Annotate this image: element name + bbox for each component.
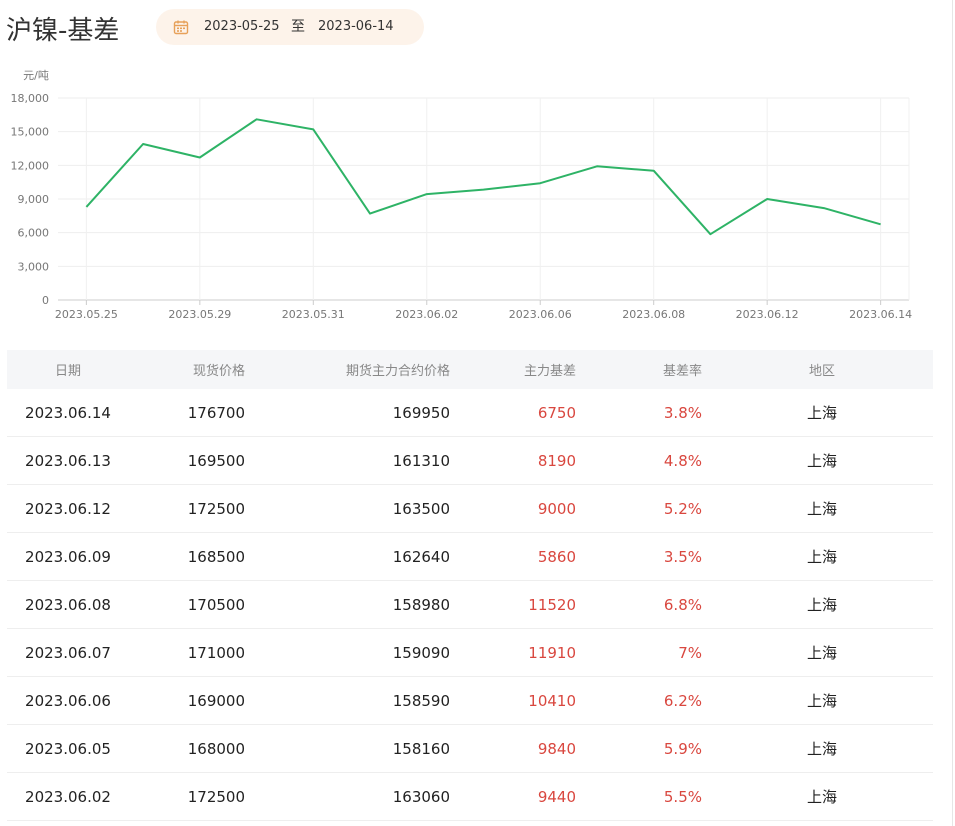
col-basis-rate-header: 基差率 (662, 364, 702, 379)
cell-spot-price: 172500 (187, 499, 245, 518)
cell-basis-rate: 5.5% (663, 787, 702, 806)
date-end[interactable]: 2023-06-14 (318, 19, 394, 34)
x-tick-label: 2023.05.29 (168, 308, 231, 321)
cell-region: 上海 (806, 644, 837, 662)
cell-futures-price: 159090 (392, 643, 450, 662)
cell-futures-price: 163060 (392, 787, 450, 806)
table-row: 2023.06.08 170500 158980 11520 6.8% 上海 (7, 581, 933, 629)
cell-basis: 6750 (537, 403, 576, 422)
cell-region: 上海 (806, 452, 837, 470)
cell-basis: 5860 (537, 547, 576, 566)
cell-basis: 9840 (537, 739, 576, 758)
cell-basis-rate: 7% (678, 643, 702, 662)
cell-basis: 8190 (537, 451, 576, 470)
cell-date: 2023.06.08 (25, 595, 111, 614)
basis-table: 日期 现货价格 期货主力合约价格 主力基差 基差率 地区 2023.06.14 1… (7, 350, 933, 821)
table-row: 2023.06.14 176700 169950 6750 3.8% 上海 (7, 389, 933, 437)
x-tick-label: 2023.06.08 (622, 308, 685, 321)
cell-region: 上海 (806, 500, 837, 518)
cell-spot-price: 176700 (187, 403, 245, 422)
table-row: 2023.06.05 168000 158160 9840 5.9% 上海 (7, 725, 933, 773)
cell-date: 2023.06.06 (25, 691, 111, 710)
cell-region: 上海 (806, 596, 837, 614)
y-tick-label: 3,000 (18, 260, 50, 273)
cell-basis-rate: 4.8% (663, 451, 702, 470)
cell-basis: 10410 (528, 691, 576, 710)
cell-date: 2023.06.07 (25, 643, 111, 662)
cell-region: 上海 (806, 740, 837, 758)
cell-basis-rate: 5.2% (663, 499, 702, 518)
table-row: 2023.06.09 168500 162640 5860 3.5% 上海 (7, 533, 933, 581)
cell-futures-price: 158980 (392, 595, 450, 614)
table-header: 日期 现货价格 期货主力合约价格 主力基差 基差率 地区 (7, 350, 933, 389)
date-separator: 至 (291, 19, 305, 35)
series-line (85, 118, 881, 236)
page-header: 沪镍-基差 2023-05-25 至 2023-06-14 (0, 0, 950, 58)
date-start[interactable]: 2023-05-25 (204, 19, 280, 34)
cell-date: 2023.06.09 (25, 547, 111, 566)
x-tick-label: 2023.06.14 (849, 308, 912, 321)
cell-region: 上海 (806, 548, 837, 566)
col-date-header: 日期 (54, 364, 81, 379)
cell-date: 2023.06.12 (25, 499, 111, 518)
table-row: 2023.06.02 172500 163060 9440 5.5% 上海 (7, 773, 933, 821)
cell-date: 2023.06.05 (25, 739, 111, 758)
page-title: 沪镍-基差 (6, 16, 120, 46)
y-tick-label: 18,000 (11, 92, 50, 105)
x-tick-label: 2023.05.25 (55, 308, 118, 321)
table-body: 2023.06.14 176700 169950 6750 3.8% 上海 2023.06.… (7, 389, 933, 821)
y-tick-label: 12,000 (11, 159, 50, 172)
cell-futures-price: 158160 (392, 739, 450, 758)
y-axis-unit-label: 元/吨 (23, 69, 49, 82)
page-right-border (952, 0, 953, 826)
cell-futures-price: 158590 (392, 691, 450, 710)
cell-basis-rate: 3.5% (663, 547, 702, 566)
table-row: 2023.06.13 169500 161310 8190 4.8% 上海 (7, 437, 933, 485)
table-row: 2023.06.06 169000 158590 10410 6.2% 上海 (7, 677, 933, 725)
cell-basis-rate: 5.9% (663, 739, 702, 758)
col-basis-header: 主力基差 (523, 364, 576, 379)
cell-date: 2023.06.14 (25, 403, 111, 422)
cell-basis: 9440 (537, 787, 576, 806)
table-row: 2023.06.07 171000 159090 11910 7% 上海 (7, 629, 933, 677)
cell-basis-rate: 3.8% (663, 403, 702, 422)
cell-basis-rate: 6.2% (663, 691, 702, 710)
cell-date: 2023.06.02 (25, 787, 111, 806)
y-tick-label: 6,000 (18, 227, 50, 240)
cell-basis-rate: 6.8% (663, 595, 702, 614)
cell-basis: 9000 (537, 499, 576, 518)
cell-region: 上海 (806, 404, 837, 422)
cell-spot-price: 168500 (187, 547, 245, 566)
col-region-header: 地区 (808, 364, 835, 379)
cell-spot-price: 170500 (187, 595, 245, 614)
col-futures-price-header: 期货主力合约价格 (345, 364, 450, 379)
x-tick-label: 2023.05.31 (282, 308, 345, 321)
calendar-icon (173, 20, 189, 35)
chart-svg: 0 3,000 6,000 9,000 12,000 15,000 18,000 元/吨 202… (11, 69, 913, 321)
x-tick-label: 2023.06.06 (509, 308, 572, 321)
table-row: 2023.06.12 172500 163500 9000 5.2% 上海 (7, 485, 933, 533)
cell-futures-price: 169950 (392, 403, 450, 422)
cell-region: 上海 (806, 788, 837, 806)
cell-date: 2023.06.13 (25, 451, 111, 470)
cell-spot-price: 171000 (187, 643, 245, 662)
cell-futures-price: 161310 (392, 451, 450, 470)
x-tick-label: 2023.06.12 (736, 308, 799, 321)
cell-spot-price: 169500 (187, 451, 245, 470)
date-range-picker[interactable]: 2023-05-25 至 2023-06-14 (156, 9, 424, 45)
cell-spot-price: 168000 (187, 739, 245, 758)
x-tick-label: 2023.06.02 (395, 308, 458, 321)
y-tick-label: 9,000 (18, 193, 50, 206)
cell-basis: 11520 (528, 595, 576, 614)
y-tick-label: 15,000 (11, 126, 50, 139)
y-tick-label: 0 (42, 294, 49, 307)
cell-region: 上海 (806, 692, 837, 710)
cell-spot-price: 169000 (187, 691, 245, 710)
cell-spot-price: 172500 (187, 787, 245, 806)
basis-line-chart: 0 3,000 6,000 9,000 12,000 15,000 18,000 元/吨 202… (0, 60, 950, 330)
col-spot-price-header: 现货价格 (192, 364, 245, 379)
cell-futures-price: 163500 (392, 499, 450, 518)
cell-basis: 11910 (528, 643, 576, 662)
cell-futures-price: 162640 (392, 547, 450, 566)
